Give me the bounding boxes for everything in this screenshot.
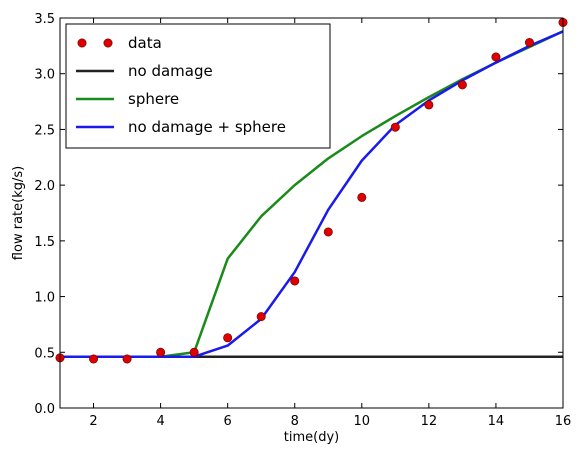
data-point bbox=[323, 227, 333, 237]
data-point bbox=[156, 347, 166, 357]
x-tick-label: 12 bbox=[421, 414, 438, 429]
data-point bbox=[491, 52, 501, 62]
plot-frame bbox=[59, 17, 564, 409]
legend-entry-data: data bbox=[77, 34, 162, 52]
data-point bbox=[390, 122, 400, 132]
legend-label: no damage + sphere bbox=[128, 118, 286, 136]
legend-marker bbox=[103, 38, 113, 48]
series-line-no-damage-sphere bbox=[60, 30, 564, 358]
y-tick-label: 3.5 bbox=[34, 12, 55, 27]
data-point bbox=[189, 347, 199, 357]
x-tick-label: 16 bbox=[555, 414, 572, 429]
legend-marker bbox=[77, 38, 87, 48]
ticks-layer: 2 4 6 8 10 12 14 16 0.0 0.5 1.0 1.5 2.0 2.5 3.0 3.5 bbox=[34, 12, 571, 429]
legend: data no damage sphere no damage + sphere bbox=[65, 23, 331, 149]
y-tick-label: 1.0 bbox=[34, 291, 55, 306]
x-tick-label: 2 bbox=[89, 414, 97, 429]
legend-entry-no-damage: no damage bbox=[76, 62, 213, 80]
data-point bbox=[457, 80, 467, 90]
data-point bbox=[89, 354, 99, 364]
x-tick-label: 6 bbox=[224, 414, 232, 429]
x-tick-label: 10 bbox=[354, 414, 371, 429]
data-point bbox=[357, 192, 367, 202]
x-tick-label: 4 bbox=[156, 414, 164, 429]
x-tick-label: 14 bbox=[488, 414, 505, 429]
legend-label: data bbox=[128, 34, 162, 52]
y-axis-label: flow rate(kg/s) bbox=[11, 166, 26, 260]
x-axis-label: time(dy) bbox=[284, 430, 339, 445]
y-tick-label: 0.5 bbox=[34, 346, 55, 361]
legend-label: no damage bbox=[128, 62, 213, 80]
x-tick-label: 8 bbox=[291, 414, 299, 429]
data-point bbox=[290, 276, 300, 286]
y-tick-label: 3.0 bbox=[34, 68, 55, 83]
y-tick-label: 2.5 bbox=[34, 123, 55, 138]
series-layer bbox=[55, 17, 568, 364]
legend-entry-no-damage-sphere: no damage + sphere bbox=[76, 118, 286, 136]
data-point bbox=[223, 333, 233, 343]
legend-entry-sphere: sphere bbox=[76, 90, 179, 108]
y-tick-label: 0.0 bbox=[34, 402, 55, 417]
y-tick-label: 1.5 bbox=[34, 235, 55, 250]
y-tick-label: 2.0 bbox=[34, 179, 55, 194]
data-point bbox=[256, 312, 266, 322]
legend-entries: data no damage sphere no damage + sphere bbox=[76, 34, 286, 136]
legend-label: sphere bbox=[128, 90, 179, 108]
data-point bbox=[424, 100, 434, 110]
data-point bbox=[122, 354, 132, 364]
data-point bbox=[524, 38, 534, 48]
